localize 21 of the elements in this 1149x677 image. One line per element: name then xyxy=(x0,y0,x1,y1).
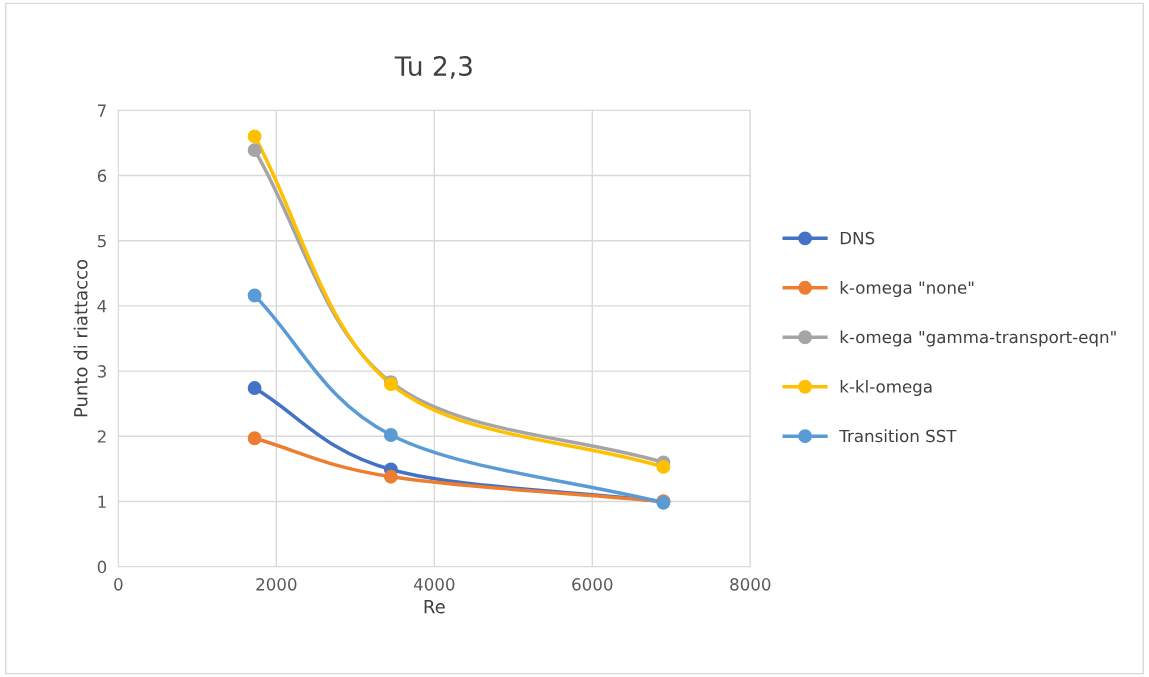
x-axis-title: Re xyxy=(424,600,445,614)
x-tick-label: 8000 xyxy=(730,578,771,591)
y-tick-label: 6 xyxy=(97,169,107,183)
x-tick-label: 4000 xyxy=(413,578,455,591)
x-tick-label: 2000 xyxy=(256,578,297,591)
y-axis-title: Punto di riattacco xyxy=(73,259,88,417)
legend-label: DNS xyxy=(840,231,875,245)
legend-label: k-kl-omega xyxy=(840,379,932,397)
x-tick-label: 6000 xyxy=(572,578,613,591)
chart-title: Tu 2,3 xyxy=(394,56,472,79)
legend-label: k-omega "none" xyxy=(840,280,974,298)
y-tick-label: 0 xyxy=(97,560,107,574)
y-tick-label: 2 xyxy=(97,430,106,443)
y-tick-label: 5 xyxy=(97,234,106,248)
y-tick-label: 3 xyxy=(97,365,106,378)
y-tick-label: 7 xyxy=(98,104,106,117)
y-tick-label: 4 xyxy=(97,300,107,313)
legend-label: Transition SST xyxy=(839,429,957,443)
x-tick-label: 0 xyxy=(114,578,123,591)
y-tick-label: 1 xyxy=(98,495,106,508)
legend-label: k-omega "gamma-transport-eqn" xyxy=(840,330,1116,347)
